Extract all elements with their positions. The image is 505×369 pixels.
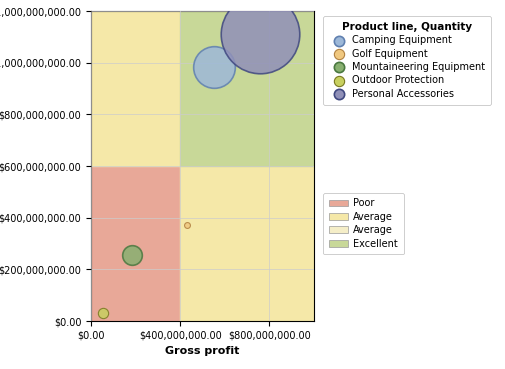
- Point: [99, 310, 107, 316]
- Point: [209, 63, 217, 69]
- Bar: [180, 11, 313, 166]
- X-axis label: Gross profit: Gross profit: [165, 346, 239, 356]
- Bar: [180, 166, 313, 321]
- Point: [128, 252, 136, 258]
- Bar: [91, 166, 180, 321]
- Bar: [91, 11, 180, 166]
- Point: [182, 223, 190, 228]
- Legend: Poor, Average, Average, Excellent: Poor, Average, Average, Excellent: [322, 193, 403, 255]
- Point: [256, 31, 264, 37]
